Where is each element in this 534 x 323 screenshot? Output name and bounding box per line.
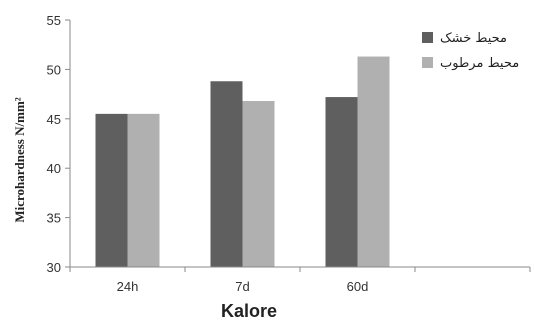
legend-label: محیط خشک [440, 31, 507, 46]
legend: محیط خشک محیط مرطوب [422, 31, 519, 71]
legend-swatch [422, 32, 433, 43]
legend-swatch [422, 57, 433, 68]
y-axis-title: Microhardness N/mm² [12, 97, 27, 222]
x-tick-label: 60d [347, 279, 369, 294]
x-tick-label: 7d [235, 279, 249, 294]
x-axis-title: Kalore [221, 301, 277, 321]
legend-label: محیط مرطوب [440, 56, 519, 71]
bar-wet-7d [242, 101, 275, 268]
y-tick-label: 30 [47, 260, 61, 275]
y-tick-label: 45 [47, 112, 61, 127]
bar-wet-24h [127, 113, 160, 267]
y-tick-label: 50 [47, 62, 61, 77]
y-tick-label: 40 [47, 161, 61, 176]
bars-group [95, 56, 390, 268]
bar-wet-60d [357, 56, 390, 267]
bar-dry-60d [325, 97, 358, 268]
bar-dry-7d [210, 81, 243, 267]
x-ticks-group: 24h 7d 60d [69, 267, 531, 294]
y-tick-label: 35 [47, 211, 61, 226]
y-tick-label: 55 [47, 13, 61, 28]
x-tick-label: 24h [117, 279, 139, 294]
bar-dry-24h [95, 113, 128, 267]
y-ticks-group: 30 35 40 45 50 55 [47, 13, 70, 275]
